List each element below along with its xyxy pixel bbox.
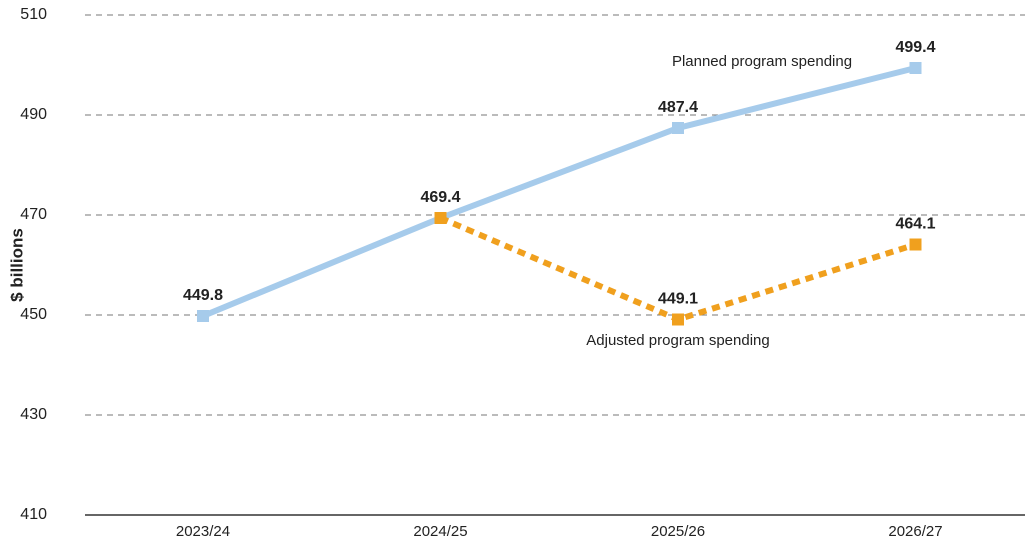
x-tick-label: 2025/26 xyxy=(651,523,705,540)
x-tick-label: 2024/25 xyxy=(413,523,467,540)
value-label: 449.1 xyxy=(658,291,698,308)
value-label: 464.1 xyxy=(895,216,935,233)
point-marker xyxy=(672,122,684,134)
point-marker xyxy=(197,310,209,322)
value-label: 469.4 xyxy=(420,189,460,206)
point-marker xyxy=(434,212,447,224)
y-tick-label: 490 xyxy=(20,106,47,123)
x-tick-label: 2026/27 xyxy=(888,523,942,540)
value-label: 499.4 xyxy=(895,39,935,56)
y-tick-label: 470 xyxy=(20,206,47,223)
point-marker xyxy=(909,238,922,251)
point-marker xyxy=(672,313,684,326)
y-axis-label: $ billions xyxy=(7,228,26,302)
value-label: 449.8 xyxy=(183,287,223,304)
y-tick-label: 430 xyxy=(20,406,47,423)
series-name: Planned program spending xyxy=(672,53,852,70)
series-line xyxy=(201,65,917,319)
series-name: Adjusted program spending xyxy=(586,332,769,349)
y-tick-label: 510 xyxy=(20,6,47,23)
value-label: 487.4 xyxy=(658,99,698,116)
y-tick-label: 410 xyxy=(20,506,47,523)
point-marker xyxy=(909,62,922,74)
y-tick-label: 450 xyxy=(20,306,47,323)
x-tick-label: 2023/24 xyxy=(176,523,230,540)
